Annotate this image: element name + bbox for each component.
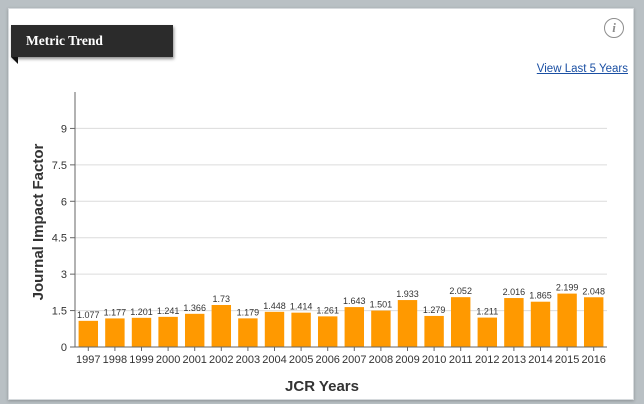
x-tick-label: 2006 [315,354,339,366]
bar-value-label: 1.73 [213,294,231,304]
bar-value-label: 1.933 [396,289,419,299]
bar-value-label: 1.643 [343,296,366,306]
bar [504,298,524,347]
bar-value-label: 1.201 [130,307,153,317]
bar [477,317,498,347]
y-tick-label: 6 [61,196,67,208]
tab-fold-shadow [11,57,18,64]
x-tick-label: 2012 [475,354,499,366]
y-tick-label: 1.5 [52,306,67,318]
view-last-5-years-link[interactable]: View Last 5 Years [536,63,628,75]
bar [371,310,391,347]
bar [397,300,418,347]
x-tick-label: 1998 [103,354,127,366]
bar [184,313,205,347]
bar [530,301,551,347]
bar-value-label: 2.052 [449,286,472,296]
bar-value-label: 1.414 [290,302,313,312]
y-tick-label: 4.5 [52,233,67,245]
y-tick-label: 9 [61,123,67,135]
grid-lines [75,127,607,312]
bar-value-label: 2.199 [556,283,579,293]
x-tick-label: 2010 [422,354,446,366]
bar-value-label: 1.448 [263,301,286,311]
x-tick-label: 1997 [76,354,100,366]
bar [264,311,285,347]
metric-trend-panel: Metric Trend i View Last 5 Years 1.077 1.… [8,8,634,400]
x-tick-label: 2001 [182,354,206,366]
bar-value-label: 1.865 [529,291,552,301]
bar-value-label: 1.179 [237,307,260,317]
bar [78,320,99,347]
x-tick-label: 2002 [209,354,233,366]
y-axis-title: Journal Impact Factor [30,143,47,300]
bar [238,318,258,347]
bar [450,297,471,347]
bar-value-label: 2.016 [503,287,526,297]
x-tick-label: 2013 [502,354,526,366]
bar [557,293,577,347]
bar-value-label: 1.177 [104,307,127,317]
x-tick-label: 2014 [528,354,552,366]
x-tick-label: 2008 [369,354,393,366]
bar [344,307,365,347]
y-tick-label: 0 [61,342,67,354]
bar [291,312,311,347]
y-tick-label: 3 [61,269,67,281]
bar-value-label: 1.241 [157,306,180,316]
bar [583,297,604,347]
x-tick-label: 2015 [555,354,579,366]
bar [424,315,444,347]
bar-value-label: 1.501 [370,300,393,310]
y-tick-label: 7.5 [52,160,67,172]
x-tick-label: 2000 [156,354,180,366]
bar [131,317,152,347]
bar-value-label: 1.366 [183,303,206,313]
x-tick-label: 2005 [289,354,313,366]
bar-value-label: 1.211 [476,307,498,317]
x-tick-label: 1999 [129,354,153,366]
bar-value-label: 1.077 [77,310,100,320]
bar [211,304,232,347]
x-tick-label: 2007 [342,354,366,366]
bar [317,316,338,347]
bar-value-label: 1.279 [423,305,446,315]
x-tick-label: 2016 [581,354,605,366]
x-tick-label: 2009 [395,354,419,366]
x-tick-label: 2004 [262,354,286,366]
x-axis-title: JCR Years [285,378,359,395]
x-tick-label: 2011 [449,354,473,366]
bar [158,316,178,347]
bar-value-label: 1.261 [316,305,339,315]
x-tick-label: 2003 [236,354,260,366]
bar [105,318,125,347]
bar-value-label: 2.048 [582,286,605,296]
panel-title: Metric Trend [11,25,173,57]
info-icon[interactable]: i [604,18,624,38]
